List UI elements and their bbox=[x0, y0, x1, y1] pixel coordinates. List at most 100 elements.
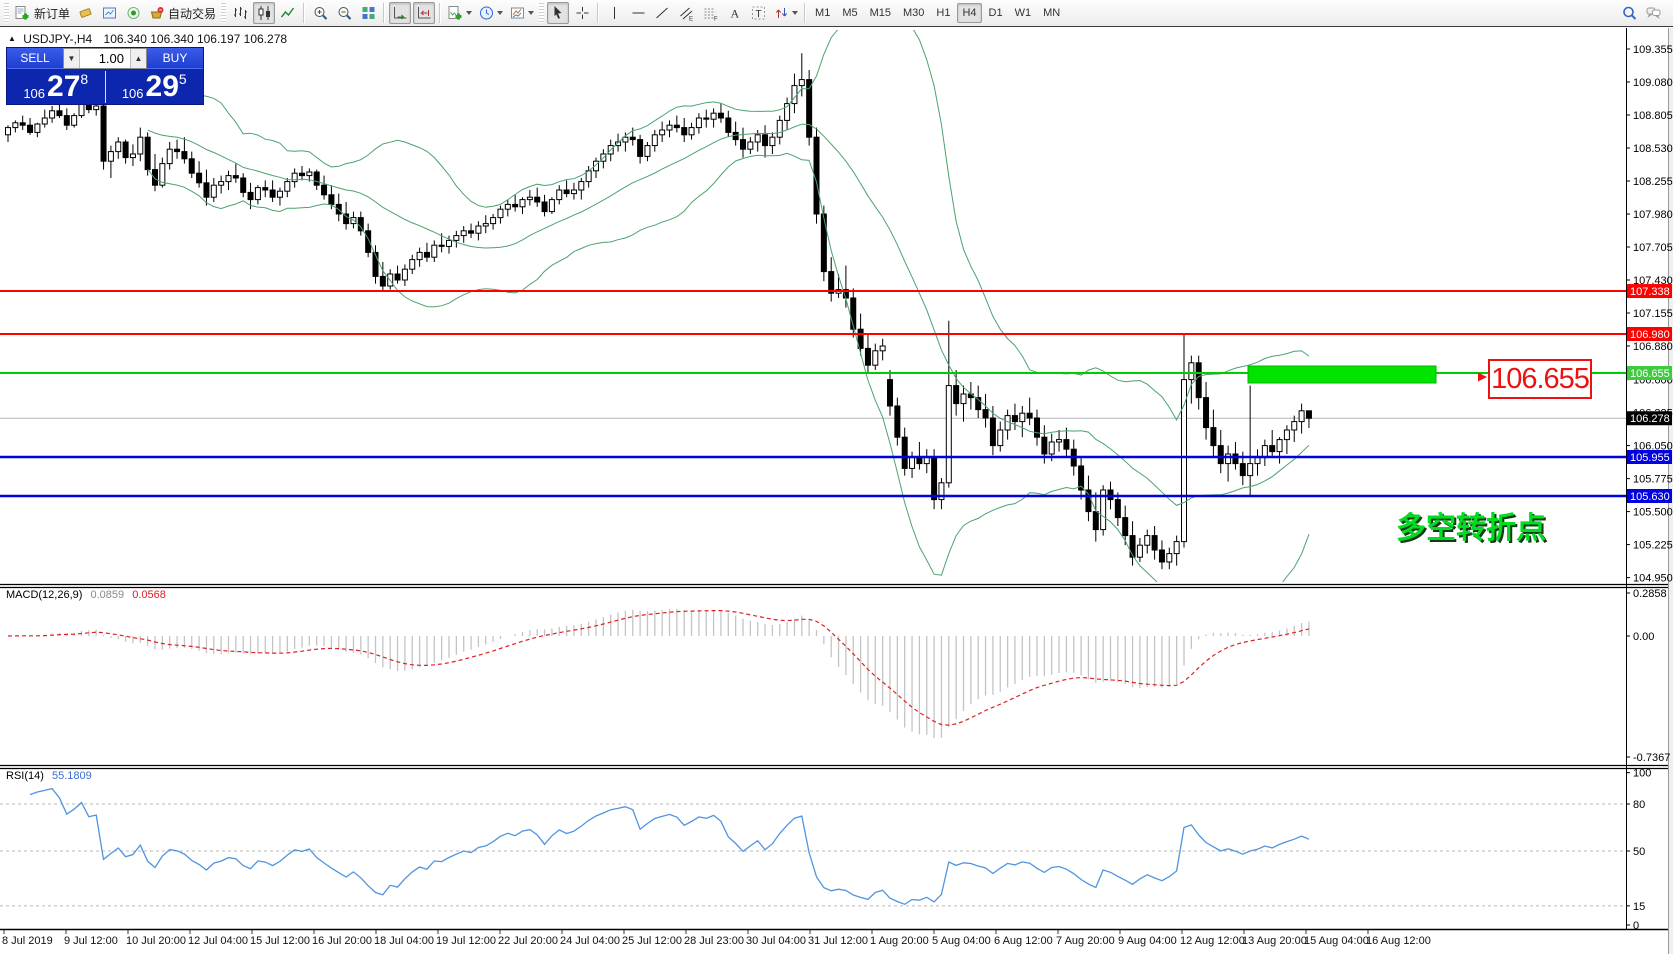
auto-scroll-icon[interactable] bbox=[389, 2, 412, 24]
time-axis-label: 5 Aug 04:00 bbox=[932, 935, 991, 947]
timeframe-m1[interactable]: M1 bbox=[815, 7, 831, 19]
toolbar-drag-handle[interactable] bbox=[539, 3, 545, 23]
time-axis-label: 16 Aug 12:00 bbox=[1366, 935, 1431, 947]
indicators-icon[interactable] bbox=[445, 2, 474, 24]
time-axis-label: 9 Aug 04:00 bbox=[1118, 935, 1177, 947]
tile-windows-icon[interactable] bbox=[357, 2, 379, 24]
rsi-indicator-label: RSI(14) 55.1809 bbox=[6, 770, 92, 782]
highlight-zone[interactable] bbox=[1247, 365, 1437, 384]
template-icon[interactable] bbox=[507, 2, 536, 24]
symbol-title: USDJPY-,H4 bbox=[23, 32, 93, 46]
dropdown-arrow-icon[interactable] bbox=[792, 11, 799, 15]
trendline-icon[interactable] bbox=[651, 2, 673, 24]
time-axis-label: 28 Jul 23:00 bbox=[684, 935, 744, 947]
eraser-icon bbox=[77, 5, 94, 21]
timeframe-m5[interactable]: M5 bbox=[842, 7, 858, 19]
zoom-in-icon[interactable] bbox=[309, 2, 331, 24]
market-watch-icon bbox=[101, 5, 118, 21]
signal-icon bbox=[125, 5, 142, 21]
price-axis-label: 107.430 bbox=[1633, 275, 1673, 287]
crosshair-icon[interactable] bbox=[571, 2, 593, 24]
macd-axis-label: 0.2858 bbox=[1633, 588, 1667, 600]
svg-text:F: F bbox=[714, 17, 718, 22]
toolbar-separator bbox=[383, 3, 386, 23]
vertical-line-icon[interactable] bbox=[603, 2, 625, 24]
rsi-axis-label: 15 bbox=[1633, 901, 1645, 913]
cursor-icon[interactable] bbox=[547, 2, 570, 24]
timeframe-mn[interactable]: MN bbox=[1043, 7, 1061, 19]
macd-signal-line bbox=[7, 610, 1310, 726]
market-watch-icon[interactable] bbox=[98, 2, 120, 24]
horizontal-line-icon[interactable] bbox=[627, 2, 649, 24]
time-axis-label: 1 Aug 20:00 bbox=[870, 935, 929, 947]
candlestick-icon[interactable] bbox=[253, 2, 276, 24]
tile-windows-icon bbox=[360, 5, 377, 21]
bid-big: 27 bbox=[47, 70, 81, 103]
zoom-out-icon[interactable] bbox=[333, 2, 355, 24]
eraser-icon[interactable] bbox=[74, 2, 96, 24]
timeframe-d1[interactable]: D1 bbox=[988, 7, 1003, 19]
dropdown-arrow-icon[interactable] bbox=[528, 11, 535, 15]
toolbar-drag-handle[interactable] bbox=[221, 3, 227, 23]
rsi-value: 55.1809 bbox=[51, 770, 92, 782]
svg-text:107.338: 107.338 bbox=[1630, 286, 1670, 298]
timeframe-h1[interactable]: H1 bbox=[936, 7, 951, 19]
channel-icon[interactable]: E bbox=[675, 2, 697, 24]
cursor-icon bbox=[550, 5, 567, 21]
svg-text:A: A bbox=[730, 7, 739, 21]
volume-decrease-button[interactable]: ▼ bbox=[64, 49, 80, 68]
sell-button[interactable]: SELL bbox=[7, 48, 63, 69]
signal-icon[interactable] bbox=[122, 2, 144, 24]
autotrade-icon[interactable]: 自动交易 bbox=[146, 2, 218, 24]
toolbar-drag-handle[interactable] bbox=[4, 3, 9, 23]
bar-chart-icon bbox=[232, 5, 249, 21]
time-axis-label: 8 Jul 2019 bbox=[2, 935, 53, 947]
price-axis-label: 108.805 bbox=[1633, 110, 1673, 122]
price-axis-label: 105.775 bbox=[1633, 474, 1673, 486]
search-icon[interactable] bbox=[1618, 2, 1640, 24]
collapse-triangle-icon[interactable]: ▲ bbox=[8, 34, 16, 43]
text-label-icon[interactable]: T bbox=[747, 2, 769, 24]
line-chart-icon[interactable] bbox=[277, 2, 299, 24]
time-axis-label: 15 Jul 12:00 bbox=[250, 935, 310, 947]
time-axis-label: 7 Aug 20:00 bbox=[1056, 935, 1115, 947]
chart-shift-icon[interactable] bbox=[413, 2, 436, 24]
bar-chart-icon[interactable] bbox=[229, 2, 251, 24]
periods-icon[interactable] bbox=[476, 2, 505, 24]
volume-increase-button[interactable]: ▲ bbox=[130, 49, 146, 68]
arrows-icon[interactable] bbox=[771, 2, 800, 24]
dropdown-arrow-icon[interactable] bbox=[466, 11, 473, 15]
ask-price[interactable]: 106 29 5 bbox=[106, 69, 204, 105]
vertical-line-icon bbox=[606, 5, 623, 21]
autotrade-icon bbox=[148, 5, 165, 21]
rsi-line bbox=[29, 787, 1310, 906]
time-axis-label: 12 Jul 04:00 bbox=[188, 935, 248, 947]
bollinger-bands bbox=[147, 30, 1310, 582]
volume-stepper: ▼ 1.00 ▲ bbox=[63, 48, 147, 69]
fibonacci-icon[interactable]: F bbox=[699, 2, 721, 24]
time-axis-label: 25 Jul 12:00 bbox=[622, 935, 682, 947]
time-axis: 8 Jul 2019 9 Jul 12:00 10 Jul 20:00 12 Jul … bbox=[2, 930, 1431, 947]
ask-sup: 5 bbox=[178, 71, 187, 87]
bid-price[interactable]: 106 27 8 bbox=[7, 69, 105, 105]
turning-point-annotation[interactable]: 多空转折点 bbox=[1396, 511, 1546, 546]
buy-button[interactable]: BUY bbox=[147, 48, 203, 69]
toolbar-separator bbox=[439, 3, 442, 23]
time-axis-label: 12 Aug 12:00 bbox=[1180, 935, 1245, 947]
timeframe-w1[interactable]: W1 bbox=[1014, 7, 1032, 19]
volume-input[interactable]: 1.00 bbox=[98, 51, 124, 66]
price-level-callout[interactable]: 106.655 bbox=[1488, 359, 1592, 399]
svg-text:106.278: 106.278 bbox=[1630, 413, 1670, 425]
timeframe-h4[interactable]: H4 bbox=[957, 3, 982, 23]
price-axis: 109.355 109.080 108.805 108.530 108.255 107.9… bbox=[1626, 44, 1673, 585]
text-icon[interactable]: A bbox=[723, 2, 745, 24]
chat-icon[interactable] bbox=[1642, 2, 1664, 24]
bid-ask-divider bbox=[104, 71, 106, 103]
dropdown-arrow-icon[interactable] bbox=[497, 11, 504, 15]
timeframe-m15[interactable]: M15 bbox=[869, 7, 891, 19]
timeframe-m30[interactable]: M30 bbox=[903, 7, 925, 19]
time-axis-label: 30 Jul 04:00 bbox=[746, 935, 806, 947]
new-order-icon[interactable]: 新订单 bbox=[12, 2, 72, 24]
